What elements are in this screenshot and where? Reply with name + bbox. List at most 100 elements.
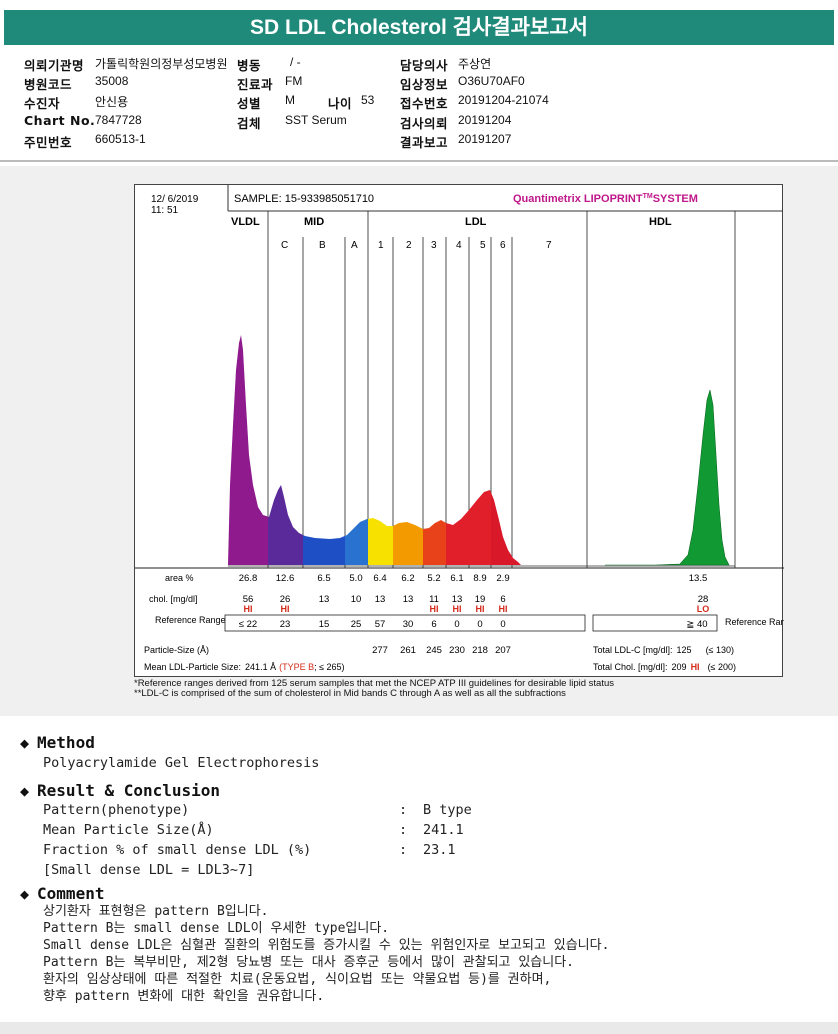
chol-value: 56 [243, 594, 254, 605]
title-bar: SD LDL Cholesterol 검사결과보고서 [0, 0, 838, 45]
group-hdl: HDL [649, 216, 672, 228]
ref-value: 30 [403, 619, 414, 630]
ref-value: 57 [375, 619, 386, 630]
bottom-bar [0, 1022, 838, 1034]
clinical-label: 임상정보 [400, 77, 449, 92]
footnote-1: *Reference ranges derived from 125 serum… [134, 678, 614, 689]
total-chol: Total Chol. [mg/dl]: 209 HI (≤ 200) [593, 662, 736, 672]
brand-name: Quantimetrix LIPOPRINTTMSYSTEM [513, 193, 698, 205]
code-label: 병원코드 [24, 77, 73, 92]
chol-flag: HI [453, 604, 462, 614]
patient-label: 수진자 [24, 96, 61, 111]
patient-value: 안신용 [95, 95, 129, 109]
total-ldl: Total LDL-C [mg/dl]: 125 (≤ 130) [593, 645, 734, 655]
receipt-label: 접수번호 [400, 96, 449, 111]
comment-line: Small dense LDL은 심혈관 질환의 위험도를 증가시킬 수 있는 … [43, 938, 610, 953]
group-vldl: VLDL [231, 216, 260, 228]
hdl-ref: ≧ 40 [686, 619, 707, 630]
method-text: Polyacrylamide Gel Electrophoresis [43, 755, 320, 771]
fraction-value: 23.1 [423, 842, 456, 858]
ref-value: 0 [477, 619, 482, 630]
footnotes: *Reference ranges derived from 125 serum… [134, 679, 614, 699]
area-value: 5.0 [349, 573, 362, 584]
ward-value: / - [290, 55, 301, 69]
size-label: Mean Particle Size(Å) [43, 822, 214, 838]
result-label: 결과보고 [400, 135, 449, 150]
band-labels: C B A 1 2 3 4 5 6 7 [281, 240, 552, 251]
chol-value: 6 [500, 594, 505, 605]
fraction-label: Fraction % of small dense LDL (%) [43, 842, 312, 858]
clinical-value: O36U70AF0 [458, 74, 525, 88]
chol-value: 11 [429, 594, 439, 605]
area-value: 6.5 [317, 573, 330, 584]
id-label: 주민번호 [24, 135, 73, 150]
size-value: 241.1 [423, 822, 464, 838]
chol-value: 10 [351, 594, 362, 605]
hdl-area: 13.5 [689, 573, 708, 584]
ref-row-label-right: Reference Range [725, 617, 784, 627]
area-value: 5.2 [427, 573, 440, 584]
report-time: 11: 51 [151, 205, 178, 216]
particle-size-value: 218 [472, 645, 488, 656]
chol-value: 13 [375, 594, 386, 605]
diamond-icon: ◆ [20, 782, 30, 800]
group-mid: MID [304, 216, 324, 228]
ref-value: 25 [351, 619, 362, 630]
ref-value: 0 [454, 619, 459, 630]
hdl-peak [605, 389, 730, 566]
comment-section: ◆ Comment 상기환자 표현형은 pattern B입니다. Pattern… [20, 884, 830, 1005]
chart-value: 7847728 [95, 113, 142, 127]
dept-label: 진료과 [237, 77, 274, 92]
ref-value: 15 [319, 619, 330, 630]
id-value: 660513-1 [95, 132, 146, 146]
patient-info: 의뢰기관명 가톨릭학원의정부성모병원 병동 / - 담당의사 주상연 병원코드 … [0, 47, 838, 162]
chol-value: 13 [452, 594, 463, 605]
sex-label: 성별 [237, 96, 262, 111]
band-b: B [319, 240, 326, 251]
comment-line: 향후 pattern 변화에 대한 확인을 권유합니다. [43, 989, 325, 1004]
particle-size-value: 245 [426, 645, 442, 656]
group-ldl: LDL [465, 216, 487, 228]
particle-sizes: 277 261 245 230 218 207 [372, 645, 511, 656]
chol-flag: HI [281, 604, 290, 614]
ref-values: ≤ 22 23 15 25 57 30 6 0 0 0 [239, 619, 506, 630]
chol-flag: HI [476, 604, 485, 614]
specimen-label: 검체 [237, 116, 262, 131]
comment-heading: ◆ Comment [20, 884, 105, 903]
sdldl-note: [Small dense LDL = LDL3~7] [43, 862, 255, 878]
comment-line: Pattern B는 small dense LDL이 우세한 type입니다. [43, 921, 390, 936]
colon: : [399, 822, 408, 838]
chol-value: 19 [475, 594, 486, 605]
band-a: A [351, 240, 358, 251]
area-value: 6.1 [450, 573, 463, 584]
doctor-label: 담당의사 [400, 58, 449, 73]
area-value: 2.9 [496, 573, 509, 584]
ward-label: 병동 [237, 58, 262, 73]
ref-row-label: Reference Range [155, 615, 226, 625]
comment-lines: 상기환자 표현형은 pattern B입니다. Pattern B는 small… [43, 903, 830, 1005]
chol-flag: HI [430, 604, 439, 614]
ref-value: ≤ 22 [239, 619, 257, 630]
footnote-2: **LDL-C is comprised of the sum of chole… [134, 688, 566, 699]
sex-value: M [285, 93, 295, 107]
colon: : [399, 842, 408, 858]
band-2: 2 [406, 240, 412, 251]
pattern-value: B type [423, 802, 472, 818]
report-title: SD LDL Cholesterol 검사결과보고서 [4, 10, 834, 45]
particle-size-label: Particle-Size (Å) [144, 645, 209, 655]
method-heading: ◆ Method [20, 733, 95, 752]
hdl-ref-box [592, 614, 718, 632]
area-row-label: area % [165, 573, 194, 583]
hospital-label: 의뢰기관명 [24, 58, 85, 73]
ref-value: 23 [280, 619, 291, 630]
ref-value: 6 [431, 619, 436, 630]
ref-value: 0 [500, 619, 505, 630]
band-7: 7 [546, 240, 552, 251]
specimen-value: SST Serum [285, 113, 347, 127]
lipoprint-chart: 12/ 6/2019 11: 51 SAMPLE: 15-93398505171… [135, 185, 784, 672]
pattern-label: Pattern(phenotype) [43, 802, 190, 818]
chol-values: 56 26 13 10 13 13 11 13 19 6 [243, 594, 506, 605]
mean-size: Mean LDL-Particle Size: 241.1 Å (TYPE B; ≤… [144, 662, 345, 672]
band-5: 5 [480, 240, 486, 251]
chol-value: 13 [319, 594, 330, 605]
